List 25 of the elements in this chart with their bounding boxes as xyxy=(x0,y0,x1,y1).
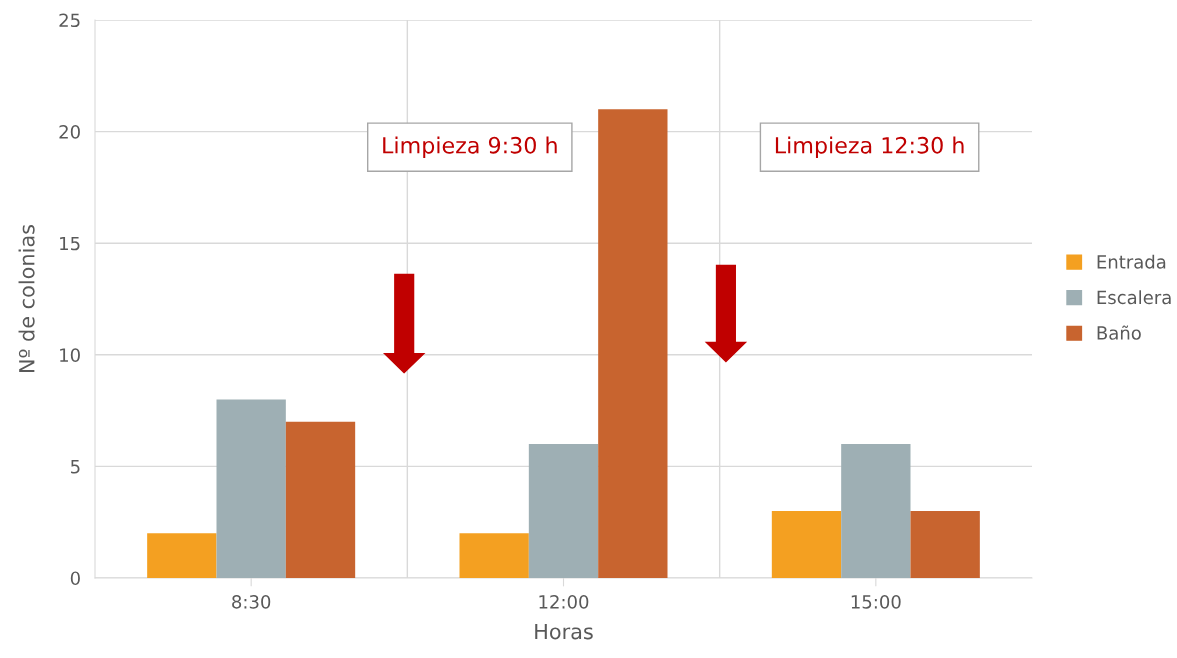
y-tick-label: 15 xyxy=(60,236,80,251)
legend-label: Baño xyxy=(1097,325,1141,340)
y-tick-label: 25 xyxy=(59,13,80,28)
x-tick-label: 8:30 xyxy=(232,594,271,609)
bar xyxy=(771,511,842,578)
legend-label: Entrada xyxy=(1097,254,1166,269)
bar xyxy=(528,444,599,578)
bar xyxy=(841,444,911,578)
x-axis-title: Horas xyxy=(535,623,593,640)
bar xyxy=(910,511,980,578)
y-tick-label: 0 xyxy=(70,571,80,586)
y-tick-label: 5 xyxy=(71,460,80,474)
bar xyxy=(216,399,286,578)
x-tick-label: 15:00 xyxy=(851,594,901,609)
y-tick-label: 10 xyxy=(60,348,80,362)
bar xyxy=(459,533,529,578)
legend-label: Escalera xyxy=(1097,290,1171,305)
bar xyxy=(598,109,668,578)
y-axis-title: Nº de colonias xyxy=(18,225,35,372)
x-tick-label: 12:00 xyxy=(539,594,589,609)
y-tick-label: 20 xyxy=(59,125,80,139)
annotation: Limpieza 12:30 h xyxy=(775,136,964,158)
annotation: Limpieza 9:30 h xyxy=(383,136,557,158)
bar xyxy=(285,421,356,578)
bar xyxy=(147,533,217,578)
